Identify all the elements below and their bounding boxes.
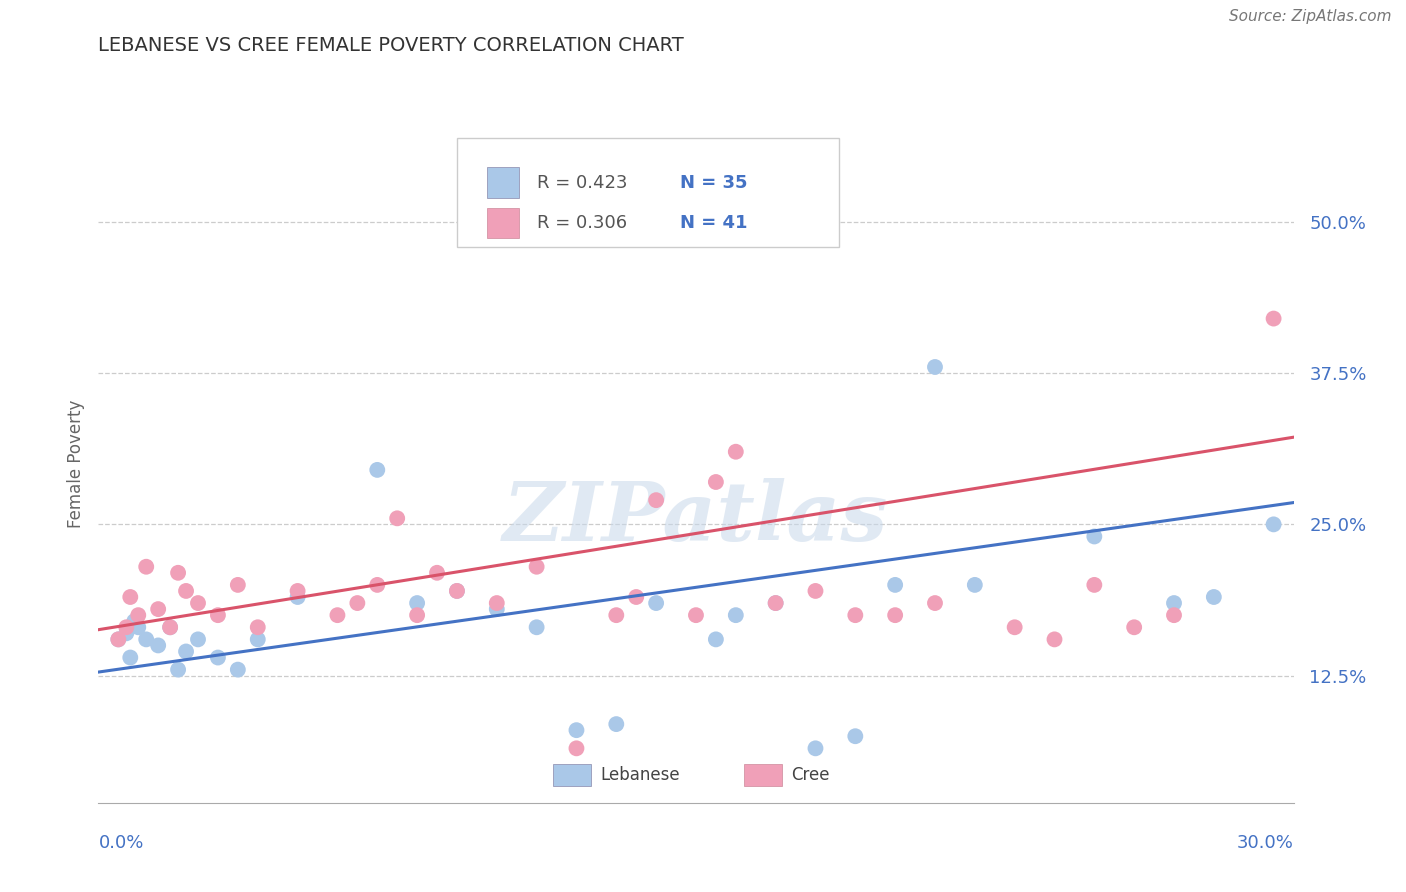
- Point: [167, 663, 190, 677]
- Point: [246, 620, 269, 634]
- Point: [287, 583, 309, 598]
- Point: [924, 596, 946, 610]
- Point: [1163, 608, 1185, 623]
- Point: [924, 359, 946, 374]
- Text: R = 0.306: R = 0.306: [537, 214, 627, 232]
- Text: ZIPatlas: ZIPatlas: [503, 478, 889, 558]
- Point: [565, 723, 588, 738]
- Point: [226, 663, 249, 677]
- Text: N = 41: N = 41: [681, 214, 748, 232]
- Text: Source: ZipAtlas.com: Source: ZipAtlas.com: [1229, 9, 1392, 24]
- Point: [120, 590, 142, 604]
- Point: [724, 444, 747, 458]
- Point: [246, 632, 269, 647]
- Point: [844, 729, 866, 743]
- Point: [207, 608, 229, 623]
- Point: [446, 583, 468, 598]
- Point: [187, 632, 209, 647]
- Point: [804, 583, 827, 598]
- Point: [605, 608, 627, 623]
- Point: [485, 596, 508, 610]
- Point: [1202, 590, 1225, 604]
- Point: [159, 620, 181, 634]
- Point: [366, 463, 388, 477]
- Point: [124, 614, 146, 628]
- Text: Cree: Cree: [792, 766, 830, 784]
- Point: [1083, 529, 1105, 543]
- Text: Lebanese: Lebanese: [600, 766, 681, 784]
- Point: [226, 578, 249, 592]
- Point: [187, 596, 209, 610]
- Point: [115, 620, 138, 634]
- Point: [426, 566, 449, 580]
- Point: [366, 578, 388, 592]
- Point: [174, 583, 197, 598]
- Point: [406, 608, 429, 623]
- Point: [704, 475, 727, 489]
- Text: 30.0%: 30.0%: [1237, 834, 1294, 852]
- Point: [724, 608, 747, 623]
- Point: [346, 596, 368, 610]
- FancyBboxPatch shape: [457, 138, 839, 247]
- Point: [884, 608, 907, 623]
- Text: LEBANESE VS CREE FEMALE POVERTY CORRELATION CHART: LEBANESE VS CREE FEMALE POVERTY CORRELAT…: [98, 36, 685, 54]
- Point: [1004, 620, 1026, 634]
- Point: [1263, 311, 1285, 326]
- Point: [765, 596, 787, 610]
- Point: [685, 608, 707, 623]
- Point: [565, 741, 588, 756]
- Point: [207, 650, 229, 665]
- Point: [485, 602, 508, 616]
- Point: [385, 511, 409, 525]
- Text: 0.0%: 0.0%: [98, 834, 143, 852]
- Text: N = 35: N = 35: [681, 174, 748, 192]
- Point: [120, 650, 142, 665]
- Point: [127, 620, 149, 634]
- Point: [148, 639, 170, 653]
- Point: [1123, 620, 1146, 634]
- Point: [844, 608, 866, 623]
- Point: [1263, 517, 1285, 532]
- Point: [1043, 632, 1066, 647]
- FancyBboxPatch shape: [553, 764, 591, 786]
- FancyBboxPatch shape: [744, 764, 782, 786]
- Point: [107, 632, 129, 647]
- Point: [1083, 578, 1105, 592]
- Point: [963, 578, 986, 592]
- Point: [765, 596, 787, 610]
- Point: [1163, 596, 1185, 610]
- Point: [446, 583, 468, 598]
- Point: [704, 632, 727, 647]
- Point: [526, 620, 548, 634]
- Point: [624, 590, 647, 604]
- Point: [326, 608, 349, 623]
- FancyBboxPatch shape: [486, 168, 519, 198]
- Point: [287, 590, 309, 604]
- Point: [127, 608, 149, 623]
- Point: [526, 559, 548, 574]
- Point: [645, 493, 668, 508]
- Point: [645, 596, 668, 610]
- Point: [159, 620, 181, 634]
- Point: [148, 602, 170, 616]
- Point: [174, 644, 197, 658]
- Text: R = 0.423: R = 0.423: [537, 174, 627, 192]
- Point: [804, 741, 827, 756]
- Point: [605, 717, 627, 731]
- Point: [107, 632, 129, 647]
- Y-axis label: Female Poverty: Female Poverty: [66, 400, 84, 528]
- Point: [135, 632, 157, 647]
- FancyBboxPatch shape: [486, 208, 519, 238]
- Point: [167, 566, 190, 580]
- Point: [884, 578, 907, 592]
- Point: [115, 626, 138, 640]
- Point: [406, 596, 429, 610]
- Point: [135, 559, 157, 574]
